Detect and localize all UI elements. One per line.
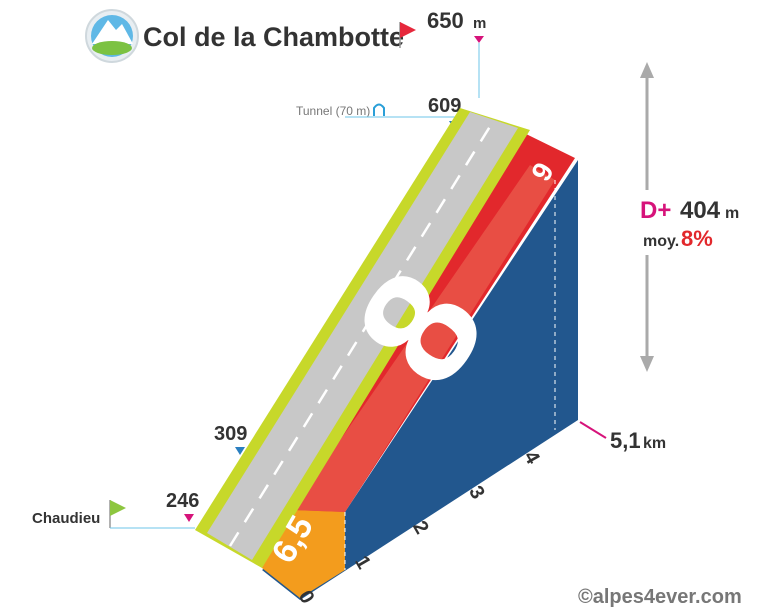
gain-unit: m [725,205,739,222]
start-flag [110,500,126,516]
summit-flag [400,22,416,38]
marker [474,36,484,43]
summit-unit: m [473,15,486,32]
tunnel-altitude: 609 [428,95,461,117]
gain-label: D+ [640,197,671,224]
distance-unit: km [643,435,666,452]
start-altitude: 246 [166,490,199,512]
average-label: moy. [643,233,679,250]
credit: ©alpes4ever.com [578,586,742,608]
logo [85,9,139,63]
distance-total: 5,1 [610,428,641,453]
title: Col de la Chambotte [143,22,404,52]
end-tick [579,421,607,439]
marker [184,514,194,522]
arrow-head [640,356,654,372]
average: 8% [681,226,713,251]
tunnel-label: Tunnel (70 m) [296,104,370,118]
arrow-head [640,62,654,78]
summit-altitude: 650 [427,8,464,33]
shade [292,165,555,512]
start-label: Chaudieu [32,510,100,527]
tunnel-icon [373,103,385,116]
marker [235,447,245,455]
road [207,112,518,560]
waypoint-altitude: 309 [214,423,247,445]
gain: 404 [680,197,721,224]
